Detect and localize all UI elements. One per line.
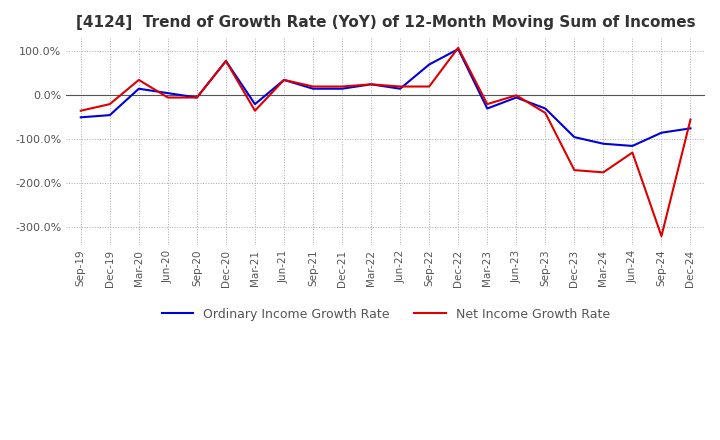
Ordinary Income Growth Rate	[366, 82, 375, 87]
Ordinary Income Growth Rate	[483, 106, 492, 111]
Net Income Growth Rate	[628, 150, 636, 155]
Line: Ordinary Income Growth Rate: Ordinary Income Growth Rate	[81, 49, 690, 146]
Net Income Growth Rate	[163, 95, 172, 100]
Net Income Growth Rate	[222, 59, 230, 64]
Net Income Growth Rate	[192, 95, 201, 100]
Ordinary Income Growth Rate	[135, 86, 143, 92]
Ordinary Income Growth Rate	[628, 143, 636, 149]
Ordinary Income Growth Rate	[657, 130, 666, 136]
Net Income Growth Rate	[135, 77, 143, 83]
Net Income Growth Rate	[686, 117, 695, 122]
Net Income Growth Rate	[279, 77, 288, 83]
Ordinary Income Growth Rate	[570, 135, 579, 140]
Ordinary Income Growth Rate	[76, 115, 85, 120]
Line: Net Income Growth Rate: Net Income Growth Rate	[81, 48, 690, 236]
Net Income Growth Rate	[570, 168, 579, 173]
Ordinary Income Growth Rate	[686, 126, 695, 131]
Ordinary Income Growth Rate	[192, 95, 201, 100]
Ordinary Income Growth Rate	[251, 102, 259, 107]
Ordinary Income Growth Rate	[396, 86, 405, 92]
Net Income Growth Rate	[541, 110, 549, 116]
Ordinary Income Growth Rate	[512, 95, 521, 100]
Net Income Growth Rate	[454, 45, 462, 51]
Net Income Growth Rate	[657, 234, 666, 239]
Net Income Growth Rate	[105, 102, 114, 107]
Ordinary Income Growth Rate	[454, 47, 462, 52]
Legend: Ordinary Income Growth Rate, Net Income Growth Rate: Ordinary Income Growth Rate, Net Income …	[156, 303, 615, 326]
Ordinary Income Growth Rate	[105, 113, 114, 118]
Net Income Growth Rate	[512, 93, 521, 98]
Ordinary Income Growth Rate	[163, 91, 172, 96]
Net Income Growth Rate	[366, 82, 375, 87]
Net Income Growth Rate	[396, 84, 405, 89]
Net Income Growth Rate	[251, 108, 259, 114]
Net Income Growth Rate	[338, 84, 346, 89]
Ordinary Income Growth Rate	[541, 106, 549, 111]
Net Income Growth Rate	[425, 84, 433, 89]
Net Income Growth Rate	[599, 170, 608, 175]
Ordinary Income Growth Rate	[279, 77, 288, 83]
Ordinary Income Growth Rate	[222, 59, 230, 64]
Title: [4124]  Trend of Growth Rate (YoY) of 12-Month Moving Sum of Incomes: [4124] Trend of Growth Rate (YoY) of 12-…	[76, 15, 696, 30]
Ordinary Income Growth Rate	[599, 141, 608, 147]
Net Income Growth Rate	[483, 102, 492, 107]
Ordinary Income Growth Rate	[338, 86, 346, 92]
Ordinary Income Growth Rate	[425, 62, 433, 67]
Net Income Growth Rate	[76, 108, 85, 114]
Net Income Growth Rate	[309, 84, 318, 89]
Ordinary Income Growth Rate	[309, 86, 318, 92]
